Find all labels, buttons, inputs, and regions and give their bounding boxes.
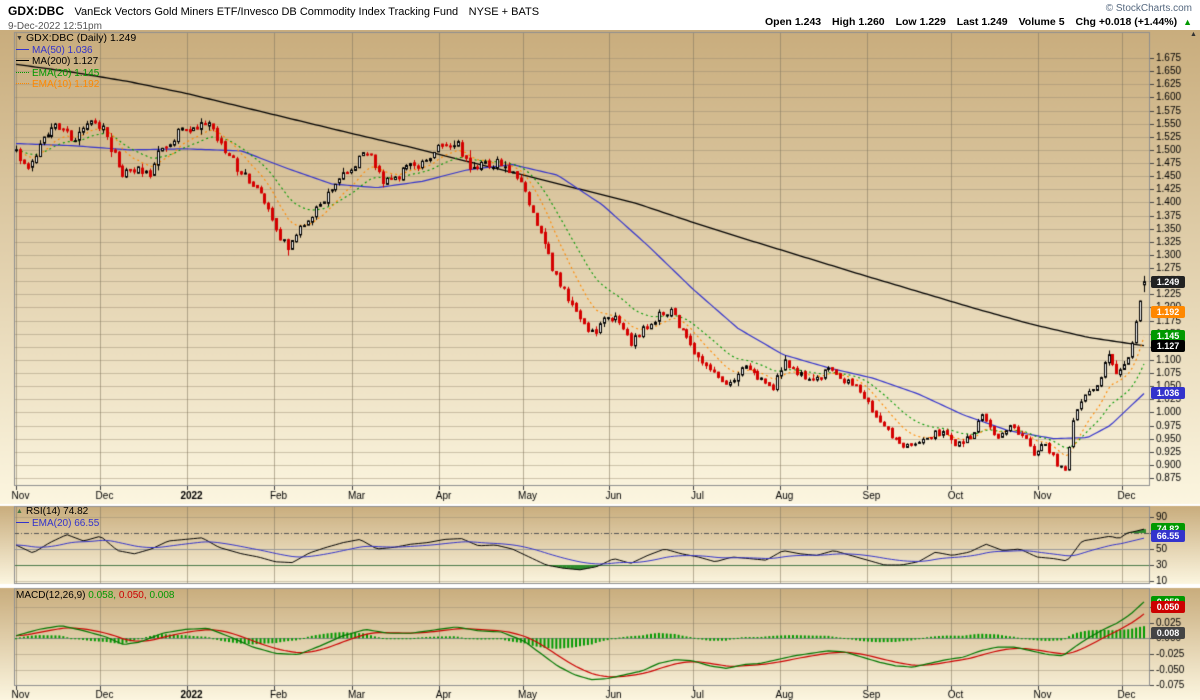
high-value: 1.260 [858,16,885,28]
header-quote-row: 9-Dec-2022 12:51pm Open 1.243 High 1.260 L… [8,16,1192,32]
volume-value: 5 [1058,16,1065,28]
open-label: Open [765,16,792,28]
low-label: Low [895,16,917,28]
copyright-link[interactable]: © StockCharts.com [1105,3,1192,14]
open-value: 1.243 [794,16,822,28]
volume-label: Volume [1018,16,1056,28]
datetime: 9-Dec-2022 12:51pm [8,21,102,32]
chg-up-icon: ▲ [1183,17,1192,27]
price-chart-canvas [0,30,1200,700]
chart-header: GDX:DBC VanEck Vectors Gold Miners ETF/I… [0,0,1200,32]
exchange-label: NYSE + BATS [468,6,540,18]
low-value: 1.229 [919,16,946,28]
chg-value: +0.018 (+1.44%) [1098,16,1178,28]
quote-strip: Open 1.243 High 1.260 Low 1.229 Last 1.249 V… [757,16,1192,28]
high-label: High [832,16,856,28]
chart-area [0,30,1200,700]
last-value: 1.249 [981,16,1008,28]
last-label: Last [956,16,979,28]
header-title-row: GDX:DBC VanEck Vectors Gold Miners ETF/I… [8,2,1192,18]
chart-title: VanEck Vectors Gold Miners ETF/Invesco D… [74,6,459,18]
chg-label: Chg [1075,16,1096,28]
symbol: GDX:DBC [8,4,64,18]
